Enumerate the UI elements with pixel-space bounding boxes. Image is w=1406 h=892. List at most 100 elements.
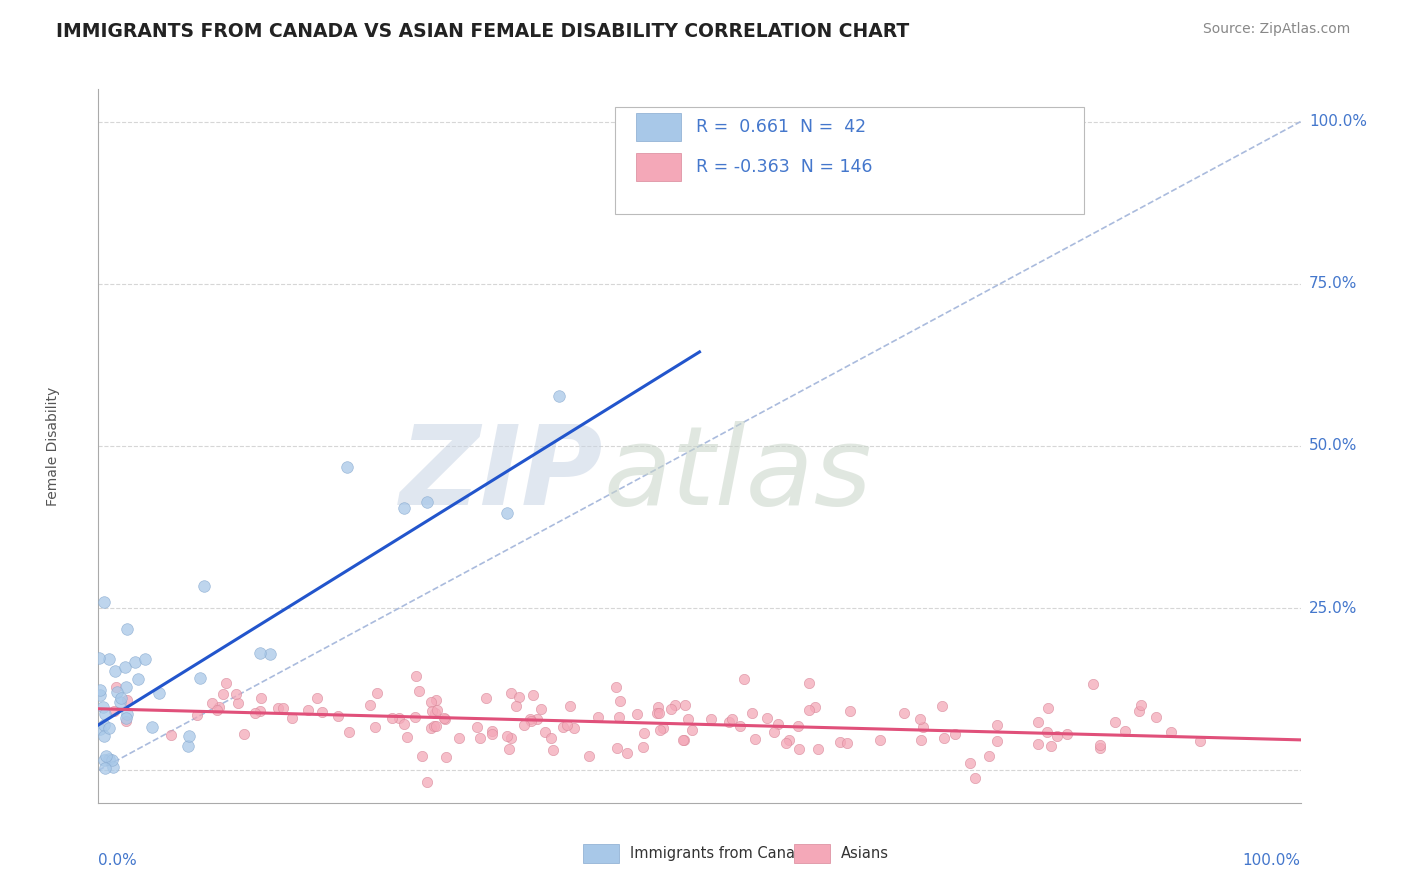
Point <box>326 709 349 723</box>
Point <box>307 690 329 705</box>
Point <box>775 736 797 750</box>
Point <box>744 731 766 746</box>
Point <box>1144 710 1167 724</box>
Point <box>470 731 492 745</box>
Point <box>631 739 654 754</box>
Text: R =  0.661  N =  42: R = 0.661 N = 42 <box>696 118 866 136</box>
Point <box>425 693 447 707</box>
Point <box>986 734 1008 748</box>
Point <box>586 710 609 724</box>
Point <box>434 750 457 764</box>
Point <box>98 721 121 735</box>
Point <box>148 685 170 699</box>
Point <box>501 731 523 745</box>
Point <box>423 706 446 720</box>
Point <box>91 700 114 714</box>
Point <box>681 723 703 737</box>
Point <box>1128 704 1150 718</box>
Point <box>562 721 585 735</box>
Point <box>388 711 411 725</box>
Point <box>104 680 127 694</box>
Point <box>522 688 544 702</box>
Text: 50.0%: 50.0% <box>1309 439 1357 453</box>
Point <box>1056 726 1078 740</box>
Point <box>475 690 498 705</box>
Point <box>271 701 294 715</box>
Point <box>249 646 271 660</box>
Point <box>733 672 755 686</box>
Point <box>762 725 785 739</box>
FancyBboxPatch shape <box>616 107 1084 214</box>
Point <box>87 651 110 665</box>
Point <box>267 700 290 714</box>
Point <box>520 714 543 728</box>
Text: 75.0%: 75.0% <box>1309 277 1357 292</box>
Point <box>108 695 131 709</box>
Point <box>193 579 215 593</box>
Point <box>626 707 648 722</box>
Point <box>648 706 671 721</box>
Point <box>177 729 200 743</box>
Point <box>392 501 415 516</box>
Point <box>1026 714 1049 729</box>
Point <box>526 712 548 726</box>
Point <box>1039 739 1062 753</box>
Point <box>392 717 415 731</box>
Point <box>101 753 124 767</box>
Point <box>647 699 669 714</box>
Text: 100.0%: 100.0% <box>1243 853 1301 868</box>
Point <box>93 729 115 743</box>
Point <box>416 775 439 789</box>
Point <box>93 594 115 608</box>
Point <box>408 683 430 698</box>
Point <box>1104 715 1126 730</box>
Point <box>420 704 443 718</box>
Text: Female Disability: Female Disability <box>46 386 59 506</box>
Point <box>787 742 810 756</box>
Point <box>110 690 132 705</box>
Point <box>160 728 183 742</box>
Point <box>664 698 686 712</box>
Point <box>405 710 427 724</box>
Point <box>965 772 987 786</box>
Point <box>721 713 744 727</box>
Point <box>89 683 111 698</box>
Point <box>127 672 149 686</box>
Point <box>673 698 696 713</box>
Point <box>659 702 682 716</box>
Point <box>363 720 385 734</box>
Point <box>1090 738 1112 752</box>
Point <box>530 702 553 716</box>
Point <box>804 699 827 714</box>
Point <box>908 712 931 726</box>
Point <box>495 506 517 520</box>
Point <box>259 647 281 661</box>
Point <box>425 719 447 733</box>
Point <box>931 699 953 714</box>
Point <box>416 495 439 509</box>
Point <box>838 704 860 718</box>
Point <box>778 732 800 747</box>
Point <box>215 675 238 690</box>
Point <box>945 727 967 741</box>
Point <box>97 752 120 766</box>
Point <box>188 672 211 686</box>
Point <box>311 705 333 719</box>
Point <box>297 703 319 717</box>
Point <box>481 727 503 741</box>
Point <box>124 656 146 670</box>
Point <box>797 676 820 690</box>
Point <box>1026 738 1049 752</box>
Point <box>101 760 124 774</box>
Point <box>807 742 830 756</box>
Point <box>652 721 675 735</box>
Text: Asians: Asians <box>841 847 889 861</box>
Point <box>555 718 578 732</box>
Point <box>1036 701 1059 715</box>
Point <box>467 720 489 734</box>
Point <box>1036 724 1059 739</box>
Point <box>910 733 932 747</box>
Point <box>533 725 555 739</box>
Point <box>607 710 630 724</box>
Point <box>115 711 138 725</box>
